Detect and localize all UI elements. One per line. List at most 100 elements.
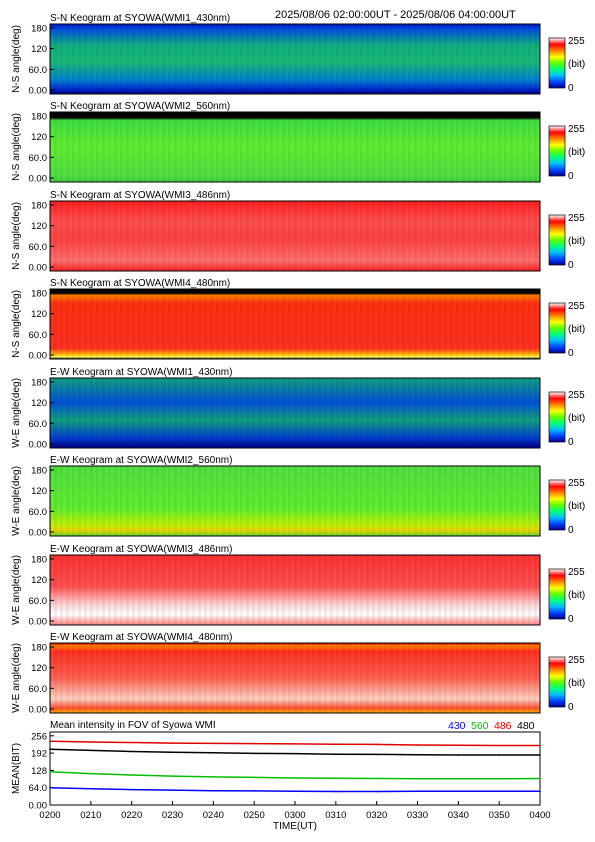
y-tick-label: 120	[31, 44, 47, 55]
data-point-430	[539, 790, 541, 793]
panel-frame	[49, 23, 541, 95]
data-point-480	[294, 752, 296, 755]
keogram-panel-5: E-W Keogram at SYOWA(WMI1_430nm)180 120 60…	[11, 367, 585, 451]
y-tick-label: 60.0	[29, 330, 48, 341]
colorbar	[548, 391, 566, 443]
colorbar-max-label: 255	[568, 36, 585, 47]
data-point-560	[335, 777, 337, 780]
keogram-panel-8: E-W Keogram at SYOWA(WMI4_480nm)180 120 60…	[11, 632, 585, 716]
x-tick-label: 0200	[39, 810, 60, 821]
keogram-panel-6: E-W Keogram at SYOWA(WMI2_560nm)180 120 60…	[11, 455, 585, 539]
colorbar-max-label: 255	[568, 301, 585, 312]
y-tick-label: 0.00	[29, 351, 48, 362]
data-point-480	[375, 753, 378, 756]
y-tick-label: 120	[31, 486, 47, 497]
panel-frame	[49, 377, 541, 449]
colorbar-unit-label: (bit)	[568, 236, 585, 247]
y-tick-label: 60.0	[29, 242, 48, 253]
data-point-480	[335, 753, 337, 755]
keogram-texture	[50, 201, 540, 271]
y-tick-label: 0.00	[29, 705, 48, 716]
data-point-480	[416, 753, 419, 756]
x-tick-label: 0310	[325, 810, 346, 821]
keogram-texture	[50, 112, 540, 182]
data-point-480	[498, 754, 500, 756]
panel-frame	[49, 200, 541, 272]
colorbar-unit-label: (bit)	[568, 324, 585, 335]
keogram-panel-7: E-W Keogram at SYOWA(WMI3_486nm)180 120 60…	[11, 544, 585, 628]
colorbar	[548, 214, 566, 266]
data-point-560	[212, 776, 215, 778]
panel-frame	[49, 554, 541, 626]
colorbar-min-label: 0	[568, 348, 574, 359]
colorbar	[548, 568, 566, 620]
colorbar-unit-label: (bit)	[568, 590, 585, 601]
legend-486: 486	[494, 720, 512, 732]
keogram-panel-3: S-N Keogram at SYOWA(WMI3_486nm)180 120 60…	[11, 190, 585, 274]
y-axis-label: N-S angle(deg)	[11, 290, 22, 358]
data-point-486	[335, 743, 337, 745]
x-tick-label: 0240	[203, 810, 224, 821]
line-chart-title: Mean intensity in FOV of Syowa WMI	[50, 720, 216, 731]
x-tick-label: 0350	[489, 810, 510, 821]
keogram-texture	[50, 289, 540, 359]
colorbar	[548, 125, 566, 177]
x-tick-label: 0230	[162, 810, 183, 821]
panel-title: S-N Keogram at SYOWA(WMI2_560nm)	[50, 101, 230, 112]
keogram-texture	[50, 555, 540, 625]
data-point-486	[294, 743, 296, 745]
colorbar-min-label: 0	[568, 83, 574, 94]
y-axis-label: MEAN(BIT)	[11, 743, 22, 794]
colorbar-max-label: 255	[568, 655, 585, 666]
legend-560: 560	[471, 720, 489, 732]
colorbar	[548, 656, 566, 708]
y-tick-label: 180	[31, 643, 47, 654]
y-axis-label: W-E angle(deg)	[11, 466, 22, 536]
time-range-title: 2025/08/06 02:00:00UT - 2025/08/06 04:00…	[275, 9, 516, 21]
colorbar-max-label: 255	[568, 390, 585, 401]
y-axis-label: N-S angle(deg)	[11, 25, 22, 93]
y-tick-label: 60.0	[29, 419, 48, 430]
y-tick-label: 192	[31, 749, 47, 760]
keogram-texture	[50, 378, 540, 448]
colorbar-min-label: 0	[568, 702, 574, 713]
data-point-560	[253, 776, 255, 779]
y-tick-label: 120	[31, 398, 47, 409]
data-point-430	[90, 787, 92, 790]
legend-480: 480	[517, 720, 535, 732]
y-tick-label: 180	[31, 378, 47, 389]
y-tick-label: 120	[31, 575, 47, 586]
data-point-430	[294, 790, 296, 793]
y-tick-label: 0.00	[29, 174, 48, 185]
colorbar-min-label: 0	[568, 260, 574, 271]
colorbar-max-label: 255	[568, 567, 585, 578]
y-tick-label: 64.0	[29, 783, 48, 794]
y-axis-label: W-E angle(deg)	[11, 643, 22, 713]
data-point-560	[375, 777, 378, 780]
colorbar-max-label: 255	[568, 124, 585, 135]
keogram-panel-1: S-N Keogram at SYOWA(WMI1_430nm)180 120 60…	[11, 13, 585, 97]
data-point-430	[335, 790, 337, 793]
colorbar-unit-label: (bit)	[568, 59, 585, 70]
data-point-486	[253, 742, 255, 745]
data-point-486	[375, 743, 378, 746]
data-point-430	[253, 790, 255, 792]
keogram-texture	[50, 24, 540, 94]
y-tick-label: 180	[31, 112, 47, 123]
data-point-486	[171, 742, 174, 744]
data-point-430	[457, 790, 460, 793]
y-tick-label: 120	[31, 132, 47, 143]
y-tick-label: 0.00	[29, 801, 48, 812]
panel-frame	[49, 465, 541, 537]
data-point-430	[212, 789, 215, 792]
data-point-480	[253, 752, 255, 755]
colorbar	[548, 302, 566, 354]
y-tick-label: 120	[31, 663, 47, 674]
data-point-560	[49, 770, 51, 773]
data-point-560	[498, 777, 500, 780]
panel-title: E-W Keogram at SYOWA(WMI3_486nm)	[50, 544, 232, 555]
colorbar-max-label: 255	[568, 478, 585, 489]
keogram-panel-4: S-N Keogram at SYOWA(WMI4_480nm)180 120 60…	[11, 278, 585, 362]
